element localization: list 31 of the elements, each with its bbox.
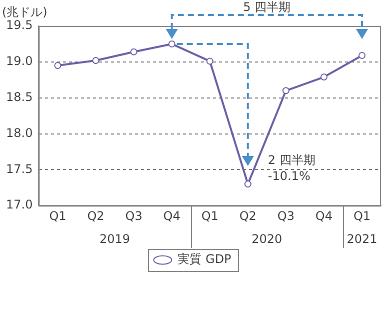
- y-tick-label: 19.0: [6, 54, 33, 68]
- point: [130, 48, 138, 56]
- x-tick-label: Q3: [277, 208, 294, 223]
- point: [282, 87, 290, 94]
- y-tick-label: 18.0: [6, 126, 33, 140]
- point: [92, 56, 100, 64]
- text: 2021: [346, 232, 378, 246]
- x-tick-label: Q1: [49, 208, 66, 223]
- point: [358, 52, 366, 59]
- text: 2020: [252, 232, 282, 246]
- point: [168, 40, 176, 48]
- x-tick-label: Q1: [201, 208, 218, 223]
- x-tick-label: Q3: [125, 208, 142, 223]
- y-tick-label: 19.5: [6, 18, 33, 32]
- y-tick-label: 18.5: [6, 90, 33, 104]
- y-axis-title: (兆ドル): [2, 5, 48, 19]
- text: 2019: [100, 232, 130, 246]
- x-tick-label: Q2: [239, 208, 256, 223]
- x-tick-label: Q1: [353, 208, 371, 223]
- point: [206, 58, 214, 65]
- point: [320, 74, 328, 81]
- x-tick-label: Q4: [315, 208, 332, 223]
- point: [244, 180, 252, 188]
- legend-label: 実質 GDP: [178, 252, 232, 266]
- point: [54, 62, 62, 70]
- y-tick-label: 17.0: [6, 198, 33, 212]
- x-tick-label: Q2: [87, 208, 104, 223]
- text: 5 四半期: [243, 0, 291, 15]
- y-tick-label: 17.5: [6, 162, 33, 176]
- annotation: 2 四半期 -10.1%: [268, 152, 316, 184]
- x-tick-label: Q4: [163, 208, 180, 223]
